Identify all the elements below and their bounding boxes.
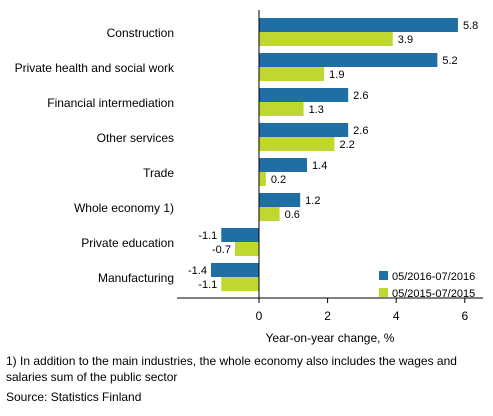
bar-trade-series-1	[259, 158, 308, 172]
bar-manufacturing-series-2	[221, 277, 259, 291]
x-axis-title: Year-on-year change, %	[266, 331, 395, 345]
x-tick-label-4: 4	[393, 309, 400, 323]
bar-other-services-series-2	[259, 137, 335, 151]
bar-other-services-series-1	[259, 123, 349, 137]
legend: 05/2016-07/2016 05/2015-07/2015	[379, 271, 475, 300]
bar-construction-series-1	[259, 18, 458, 32]
bar-construction-series-2	[259, 32, 393, 46]
bar-private-health-and-social-work-series-1	[259, 53, 438, 67]
value-label-manufacturing-series-2: -1.1	[198, 279, 217, 291]
x-tick-label-6: 6	[461, 309, 468, 323]
value-label-whole-economy-1-series-1: 1.2	[305, 195, 320, 207]
x-tick-label-0: 0	[256, 309, 263, 323]
legend-label-series-2: 05/2015-07/2015	[392, 288, 475, 300]
value-label-trade-series-1: 1.4	[312, 160, 327, 172]
bar-whole-economy-1-series-1	[259, 193, 301, 207]
value-label-construction-series-1: 5.8	[463, 20, 478, 32]
bar-whole-economy-1-series-2	[259, 207, 280, 221]
value-label-financial-intermediation-series-2: 1.3	[309, 104, 324, 116]
value-labels: 5.8 3.9 5.2 1.9 2.6 1.3 2.6 2.2 1.4 0.2 1.2 0.6 -1.1…	[188, 20, 478, 291]
value-label-other-services-series-1: 2.6	[353, 125, 368, 137]
value-label-trade-series-2: 0.2	[271, 174, 286, 186]
legend-swatch-series-2	[379, 288, 388, 297]
value-label-financial-intermediation-series-1: 2.6	[353, 90, 368, 102]
category-label-construction: Construction	[107, 26, 174, 40]
category-label-whole-economy-1: Whole economy 1)	[74, 201, 174, 215]
value-label-private-education-series-2: -0.7	[212, 244, 231, 256]
value-label-private-health-and-social-work-series-2: 1.9	[329, 69, 344, 81]
legend-label-series-1: 05/2016-07/2016	[392, 271, 475, 283]
value-label-other-services-series-2: 2.2	[339, 139, 354, 151]
category-label-trade: Trade	[143, 166, 174, 180]
footnote: 1) In addition to the main industries, t…	[6, 354, 457, 384]
category-label-manufacturing: Manufacturing	[98, 271, 174, 285]
legend-swatch-series-1	[379, 271, 388, 280]
bar-trade-series-2	[259, 172, 266, 186]
bar-financial-intermediation-series-1	[259, 88, 349, 102]
category-labels: Construction Private health and social wo…	[15, 26, 175, 285]
category-label-other-services: Other services	[97, 131, 174, 145]
value-label-private-education-series-1: -1.1	[198, 230, 217, 242]
bar-private-education-series-1	[221, 228, 259, 242]
x-axis: 0 2 4 6 Year-on-year change, %	[177, 10, 483, 345]
value-label-construction-series-2: 3.9	[398, 34, 413, 46]
bars-group	[210, 18, 458, 291]
source-note: Source: Statistics Finland	[6, 390, 142, 404]
value-label-manufacturing-series-1: -1.4	[188, 265, 207, 277]
category-label-private-health-and-social-work: Private health and social work	[15, 61, 175, 75]
category-label-private-education: Private education	[81, 236, 174, 250]
value-label-private-health-and-social-work-series-1: 5.2	[442, 55, 457, 67]
bar-private-education-series-2	[234, 242, 259, 256]
category-label-financial-intermediation: Financial intermediation	[47, 96, 174, 110]
value-label-whole-economy-1-series-2: 0.6	[285, 209, 300, 221]
x-tick-label-2: 2	[324, 309, 331, 323]
bar-manufacturing-series-1	[210, 263, 259, 277]
bar-private-health-and-social-work-series-2	[259, 67, 325, 81]
bar-financial-intermediation-series-2	[259, 102, 304, 116]
